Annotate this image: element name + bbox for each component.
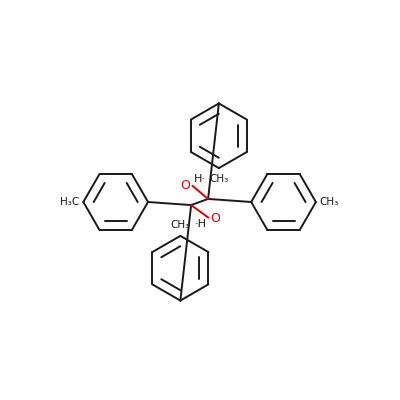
Text: CH₃: CH₃	[209, 174, 228, 184]
Text: CH₃: CH₃	[171, 220, 190, 230]
Text: ·H: ·H	[194, 219, 206, 229]
Text: H·: H·	[194, 174, 206, 184]
Text: O: O	[180, 179, 190, 192]
Text: CH₃: CH₃	[320, 197, 339, 207]
Text: O: O	[210, 212, 220, 224]
Text: H₃C: H₃C	[60, 197, 80, 207]
